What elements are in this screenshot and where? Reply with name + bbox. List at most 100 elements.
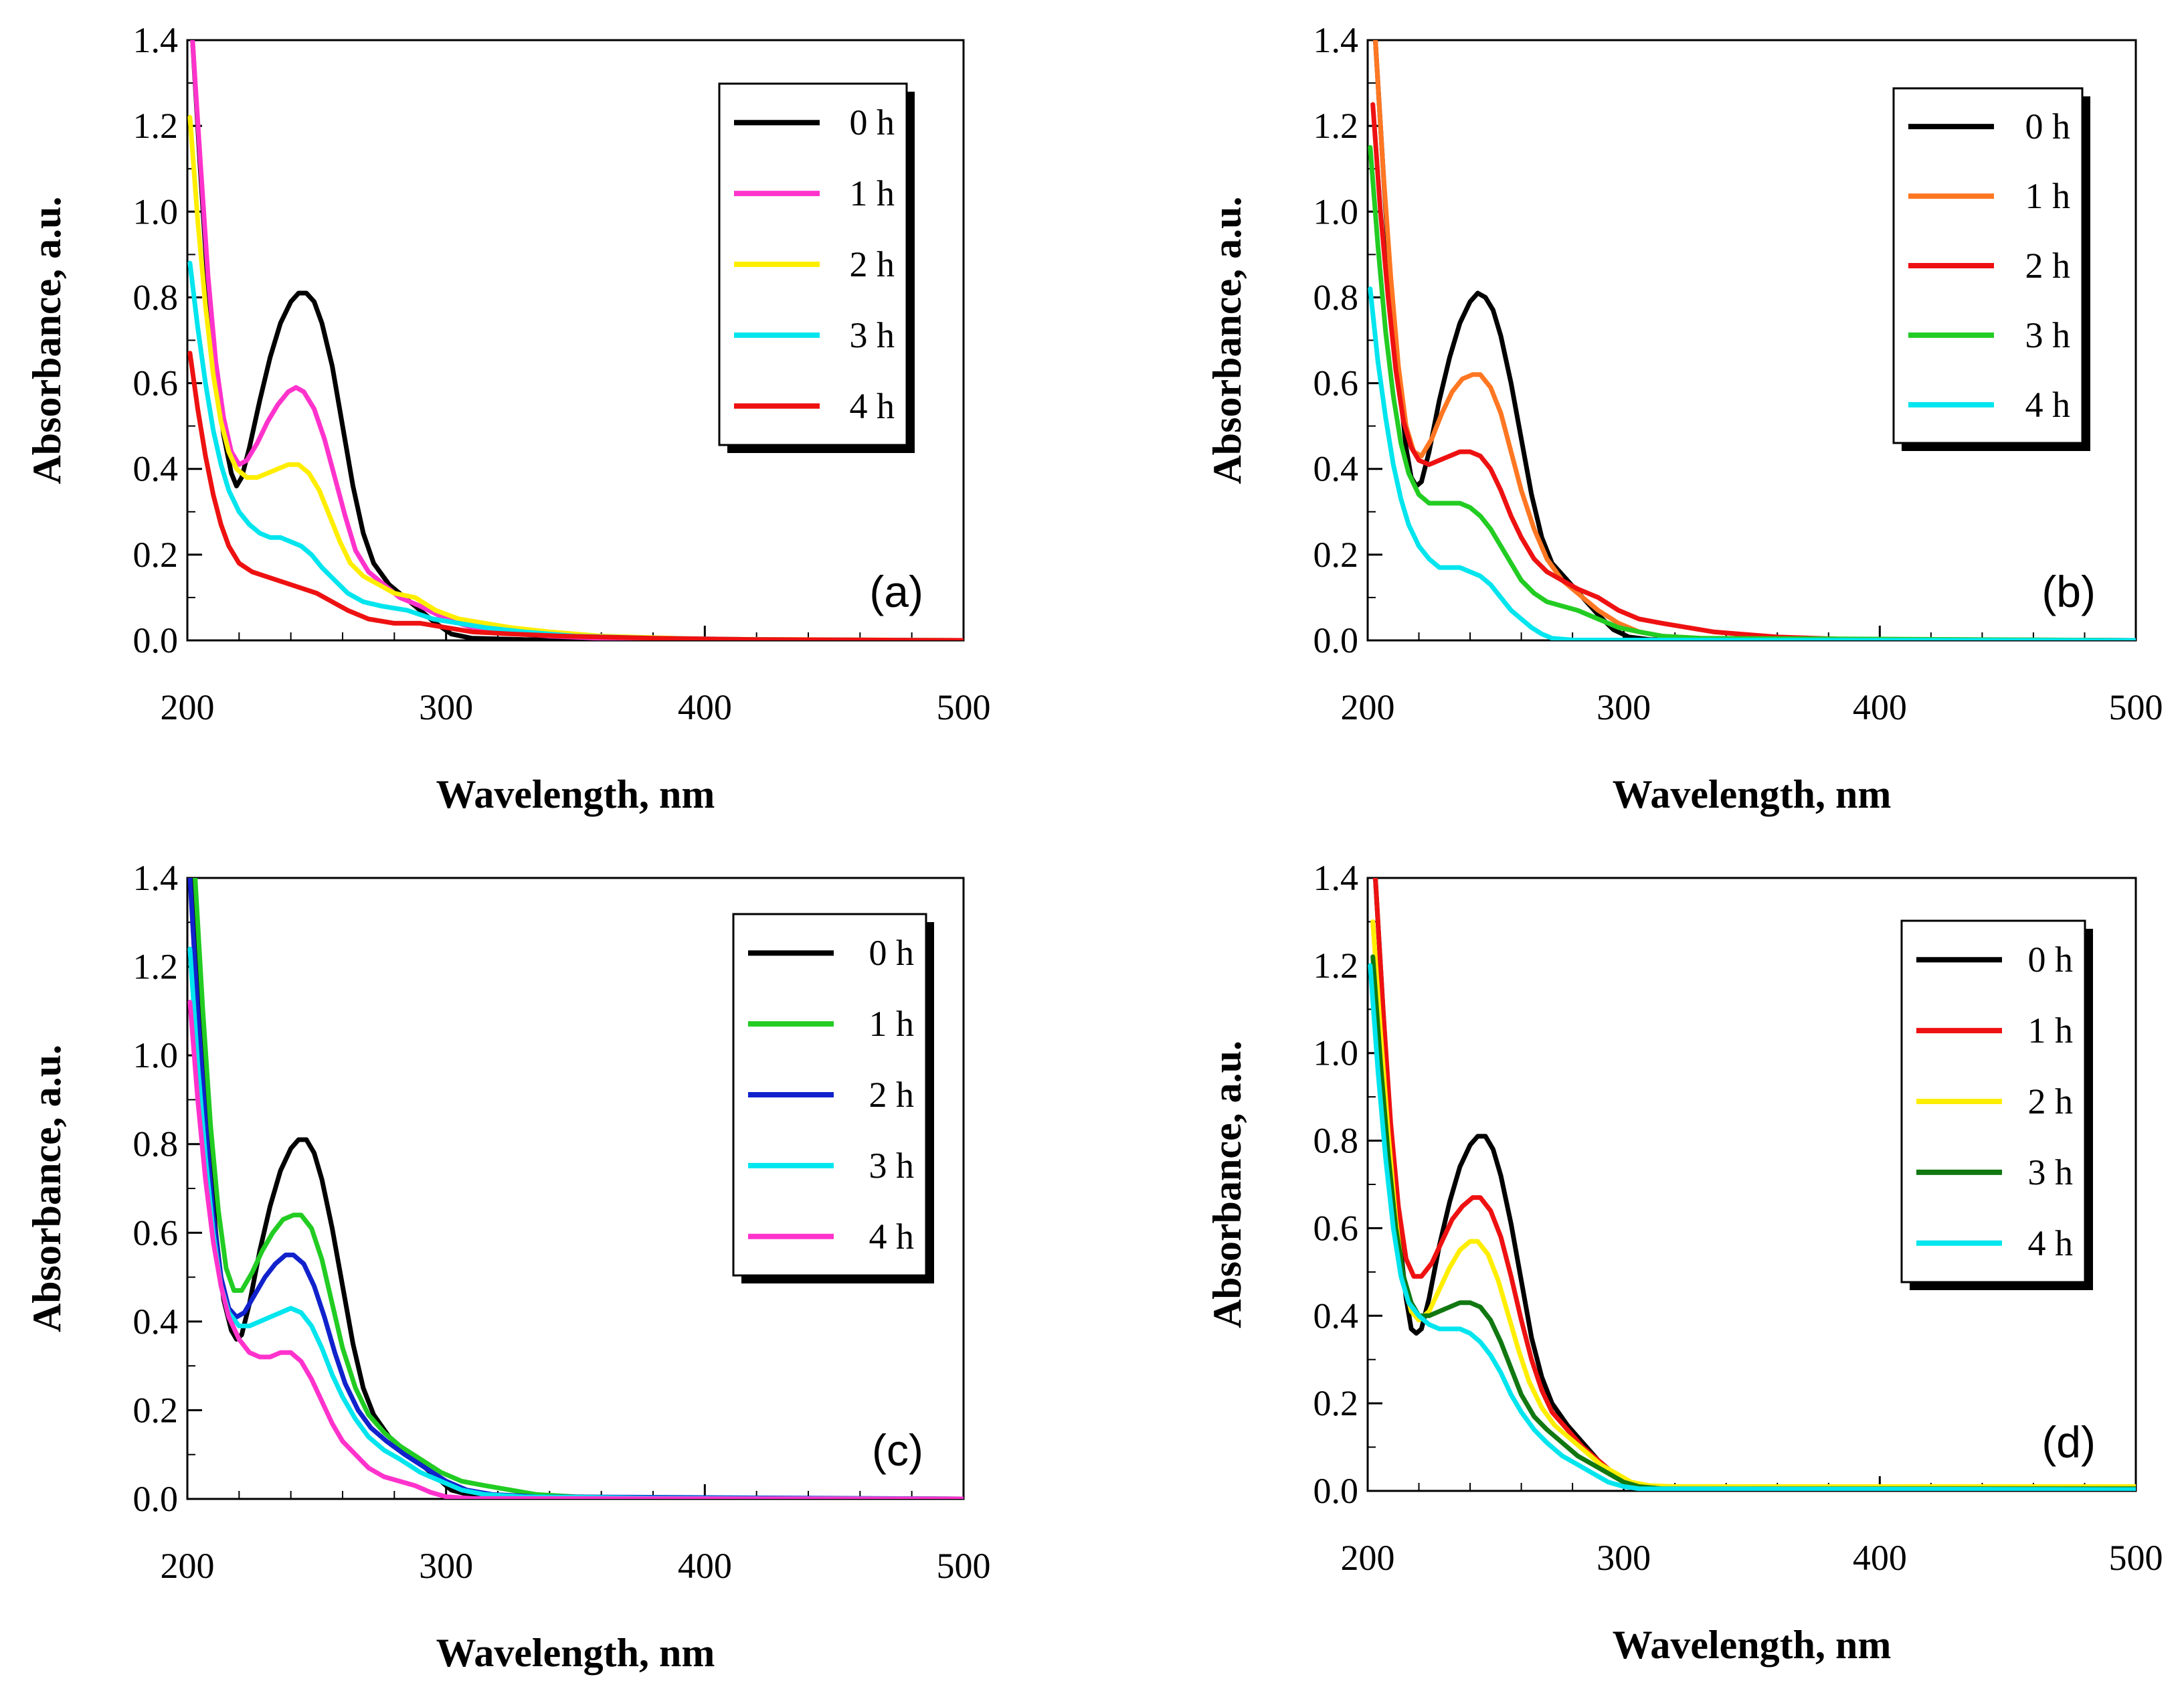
y-tick-label: 0.6 <box>133 1213 179 1253</box>
y-tick-label: 0.0 <box>133 620 179 660</box>
x-tick-label: 200 <box>161 687 215 727</box>
x-tick-label: 300 <box>1597 1538 1651 1578</box>
legend-label: 0 h <box>2025 106 2071 147</box>
series-line-0h <box>190 40 964 640</box>
legend-label: 4 h <box>869 1217 915 1257</box>
x-tick-label: 500 <box>2109 687 2163 727</box>
panel-label: (a) <box>869 567 923 616</box>
legend-label: 2 h <box>2028 1081 2074 1122</box>
x-tick-label: 300 <box>1597 687 1651 727</box>
legend-label: 4 h <box>2028 1223 2074 1263</box>
x-axis-title: Wavelength, nm <box>1613 772 1892 816</box>
y-tick-label: 0.0 <box>133 1479 179 1519</box>
legend: 0 h 1 h 2 h 3 h 4 h <box>1892 87 2090 451</box>
x-tick-label: 400 <box>678 687 732 727</box>
x-tick-label: 300 <box>419 1546 473 1586</box>
y-tick-label: 1.0 <box>1313 191 1359 232</box>
y-tick-label: 0.2 <box>1313 1383 1359 1423</box>
x-tick-label: 200 <box>1341 1538 1395 1578</box>
legend: 0 h 1 h 2 h 3 h 4 h <box>732 913 934 1283</box>
y-tick-label: 1.2 <box>133 106 179 146</box>
y-tick-label: 1.0 <box>133 1035 179 1075</box>
x-axis-title: Wavelength, nm <box>436 1631 715 1675</box>
y-tick-label: 0.8 <box>133 1124 179 1164</box>
y-tick-label: 0.4 <box>133 449 179 489</box>
legend-label: 2 h <box>2025 246 2071 286</box>
series-line-3h <box>1368 145 2136 640</box>
series-line-3h <box>187 260 964 640</box>
y-tick-label: 1.2 <box>133 947 179 987</box>
y-axis-title: Absorbance, a.u. <box>25 1045 69 1332</box>
x-axis-title: Wavelength, nm <box>436 772 715 816</box>
series-group <box>1368 878 2136 1491</box>
y-axis-title: Absorbance, a.u. <box>1205 196 1249 484</box>
legend-label: 2 h <box>850 244 895 284</box>
legend-label: 2 h <box>869 1075 915 1115</box>
y-tick-label: 1.0 <box>1313 1033 1359 1073</box>
x-tick-label: 500 <box>937 1546 991 1586</box>
y-tick-label: 0.6 <box>1313 1208 1359 1248</box>
y-tick-label: 0.4 <box>1313 1296 1359 1336</box>
y-tick-label: 0.8 <box>1313 277 1359 317</box>
series-line-4h <box>1368 286 2136 640</box>
y-tick-label: 0.2 <box>1313 535 1359 575</box>
y-tick-label: 0.0 <box>1313 620 1359 660</box>
y-tick-label: 0.6 <box>1313 363 1359 404</box>
series-line-3h <box>1370 954 2136 1491</box>
panel-d: 0.0 0.2 0.4 0.6 0.8 1.0 1.2 1.4 200 300 400 500 Wave… <box>1205 858 2163 1667</box>
x-tick-label: 200 <box>1341 687 1395 727</box>
y-tick-label: 1.4 <box>133 858 179 898</box>
y-tick-label: 0.8 <box>1313 1121 1359 1161</box>
series-group <box>187 878 964 1499</box>
y-tick-label: 0.6 <box>133 363 179 404</box>
panel-a: 0.0 0.2 0.4 0.6 0.8 1.0 1.2 1.4 200 300 400 500 Wave… <box>25 20 991 816</box>
y-tick-label: 1.4 <box>1313 858 1359 898</box>
series-line-4h <box>1368 963 2136 1491</box>
panel-label: (c) <box>872 1425 923 1475</box>
series-group <box>1368 40 2136 640</box>
x-tick-label: 400 <box>1853 687 1907 727</box>
legend-label: 1 h <box>869 1004 915 1044</box>
series-line-1h <box>193 878 964 1499</box>
series-line-4h <box>187 1000 964 1499</box>
series-line-2h <box>1370 102 2136 640</box>
series-group <box>187 40 964 640</box>
legend-label: 4 h <box>2025 385 2071 425</box>
legend-label: 0 h <box>850 102 895 143</box>
legend-label: 1 h <box>2025 176 2071 216</box>
legend-label: 1 h <box>850 173 895 213</box>
y-tick-label: 0.4 <box>1313 449 1359 489</box>
y-axis-title: Absorbance, a.u. <box>1205 1041 1249 1328</box>
legend-label: 0 h <box>2028 940 2074 980</box>
y-tick-label: 0.4 <box>133 1302 179 1342</box>
x-tick-label: 400 <box>1853 1538 1907 1578</box>
y-tick-label: 0.2 <box>133 535 179 575</box>
y-tick-label: 0.8 <box>133 277 179 317</box>
legend: 0 h 1 h 2 h 3 h 4 h <box>718 82 915 453</box>
panel-label: (b) <box>2041 567 2096 616</box>
legend-label: 3 h <box>869 1146 915 1186</box>
x-tick-label: 200 <box>161 1546 215 1586</box>
series-line-4h <box>187 351 964 640</box>
legend-label: 3 h <box>850 315 895 355</box>
x-tick-label: 400 <box>678 1546 732 1586</box>
y-tick-label: 1.2 <box>1313 106 1359 146</box>
legend-label: 3 h <box>2028 1152 2074 1192</box>
panel-b: 0.0 0.2 0.4 0.6 0.8 1.0 1.2 1.4 200 300 400 500 Wave… <box>1205 20 2163 816</box>
y-tick-label: 0.2 <box>133 1390 179 1430</box>
y-axis-title: Absorbance, a.u. <box>25 196 69 484</box>
legend-label: 4 h <box>850 386 895 426</box>
x-tick-label: 300 <box>419 687 473 727</box>
x-axis-title: Wavelength, nm <box>1613 1623 1892 1667</box>
panel-c: 0.0 0.2 0.4 0.6 0.8 1.0 1.2 1.4 200 300 400 500 Wave… <box>25 858 991 1675</box>
y-tick-label: 1.4 <box>133 20 179 60</box>
series-line-2h <box>187 114 964 640</box>
panel-label: (d) <box>2041 1417 2096 1467</box>
x-tick-label: 500 <box>2109 1538 2163 1578</box>
legend-label: 3 h <box>2025 315 2071 355</box>
legend-label: 1 h <box>2028 1010 2074 1051</box>
y-tick-label: 1.0 <box>133 191 179 232</box>
y-tick-label: 1.4 <box>1313 20 1359 60</box>
legend-label: 0 h <box>869 933 915 973</box>
